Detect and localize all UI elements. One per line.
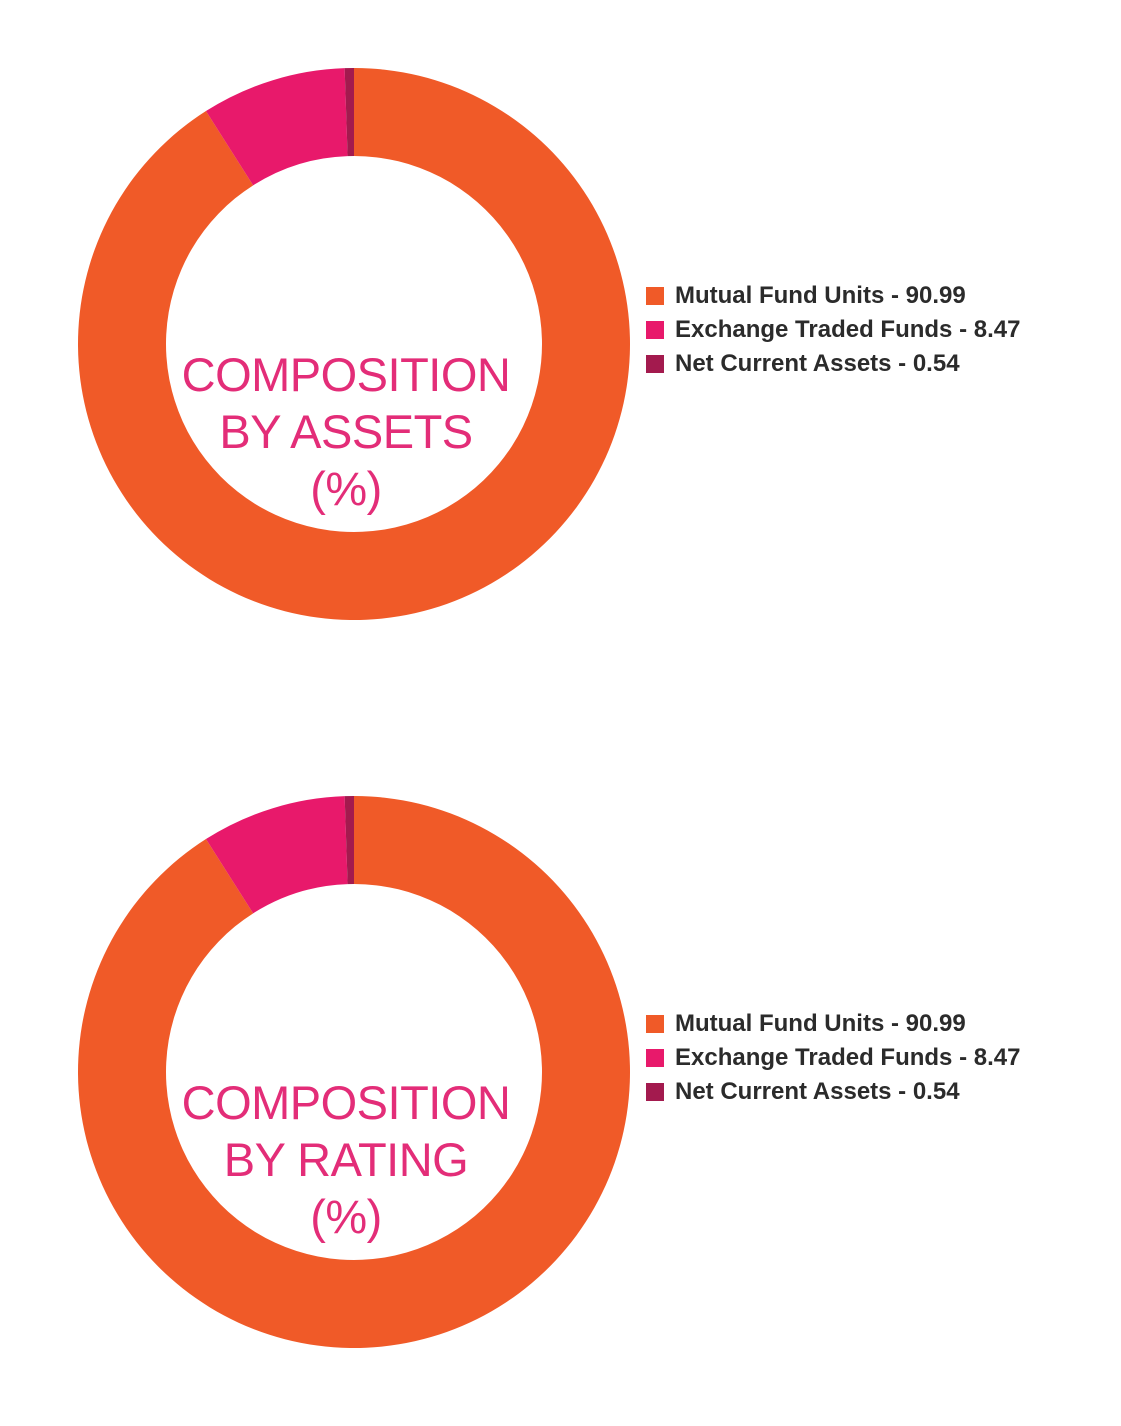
rating-title-line-3: (%): [310, 1190, 382, 1243]
legend-swatch: [646, 1049, 664, 1067]
donut-slice-exchange-traded-funds: [205, 68, 348, 186]
legend-item-net-current-assets: Net Current Assets - 0.54: [646, 1075, 1020, 1109]
legend-label: Exchange Traded Funds - 8.47: [675, 1044, 1021, 1071]
rating-title-line-2: BY RATING: [223, 1133, 469, 1186]
rating-legend: Mutual Fund Units - 90.99 Exchange Trade…: [646, 1007, 1020, 1109]
assets-donut: [78, 68, 630, 620]
legend-item-mutual-fund-units: Mutual Fund Units - 90.99: [646, 279, 1020, 313]
legend-swatch: [646, 321, 664, 339]
legend-swatch: [646, 1015, 664, 1033]
legend-item-net-current-assets: Net Current Assets - 0.54: [646, 347, 1020, 381]
donut-slice-net-current-assets: [344, 68, 354, 157]
assets-title-line-1: COMPOSITION: [181, 348, 511, 401]
donut-slice-exchange-traded-funds: [205, 796, 348, 914]
assets-donut-chart: COMPOSITION BY ASSETS (%) Mutual Fund Un…: [0, 68, 1121, 628]
donut-slice-mutual-fund-units: [78, 68, 630, 620]
legend-item-mutual-fund-units: Mutual Fund Units - 90.99: [646, 1007, 1020, 1041]
legend-swatch: [646, 1083, 664, 1101]
legend-swatch: [646, 287, 664, 305]
legend-label: Mutual Fund Units - 90.99: [675, 282, 966, 309]
legend-label: Net Current Assets - 0.54: [675, 1078, 960, 1105]
donut-slice-net-current-assets: [344, 796, 354, 885]
rating-title-line-1: COMPOSITION: [181, 1076, 511, 1129]
assets-legend: Mutual Fund Units - 90.99 Exchange Trade…: [646, 279, 1020, 381]
legend-label: Exchange Traded Funds - 8.47: [675, 316, 1021, 343]
legend-label: Mutual Fund Units - 90.99: [675, 1010, 966, 1037]
rating-donut-chart: COMPOSITION BY RATING (%) Mutual Fund Un…: [0, 796, 1121, 1356]
assets-title-line-2: BY ASSETS: [219, 405, 473, 458]
legend-item-exchange-traded-funds: Exchange Traded Funds - 8.47: [646, 1041, 1020, 1075]
legend-item-exchange-traded-funds: Exchange Traded Funds - 8.47: [646, 313, 1020, 347]
legend-label: Net Current Assets - 0.54: [675, 350, 960, 377]
assets-title-line-3: (%): [310, 462, 382, 515]
assets-chart-title: COMPOSITION BY ASSETS (%): [168, 346, 524, 517]
legend-swatch: [646, 355, 664, 373]
rating-chart-title: COMPOSITION BY RATING (%): [168, 1074, 524, 1245]
donut-slice-mutual-fund-units: [78, 796, 630, 1348]
rating-donut: [78, 796, 630, 1348]
